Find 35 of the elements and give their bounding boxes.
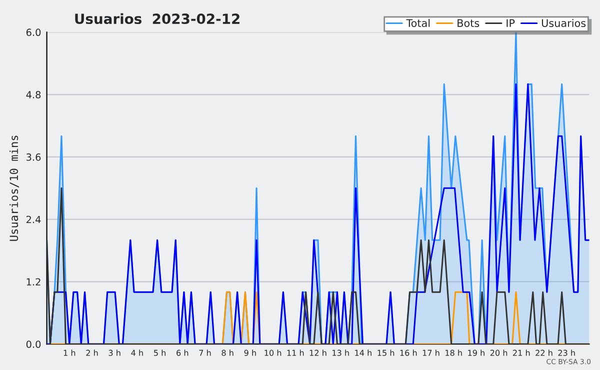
x-tick-label: 6 h [176, 350, 188, 356]
y-tick-label: 4.8 [26, 91, 41, 98]
legend-label: Total [406, 18, 430, 28]
x-tick-label: 19 h [468, 350, 484, 356]
x-tick-label: 3 h [108, 350, 120, 356]
x-tick-label: 17 h [422, 350, 440, 356]
y-tick-label: 3.6 [26, 153, 41, 161]
x-tick-label: 14 h [355, 350, 372, 356]
legend-label: IP [506, 19, 515, 27]
x-tick-label: 15 h [378, 350, 394, 356]
x-tick-label: 13 h [332, 350, 349, 356]
chart-title: Usuarios 2023-02-12 [75, 13, 240, 24]
x-tick-label: 18 h [446, 350, 462, 356]
x-tick-label: 12 h [310, 350, 326, 356]
y-tick-label: 6.0 [26, 28, 41, 36]
y-tick-label: 2.4 [26, 216, 41, 224]
x-tick-label: 16 h [400, 350, 417, 356]
x-tick-label: 1 h [64, 350, 76, 356]
x-tick-label: 7 h [199, 350, 211, 356]
x-tick-label: 20 h [490, 350, 508, 356]
x-tick-label: 4 h [131, 350, 143, 356]
x-tick-label: 23 h [558, 350, 575, 356]
y-axis-title: Usuarios/10 mins [9, 136, 19, 241]
x-tick-label: 8 h [222, 350, 234, 356]
x-tick-label: 21 h [513, 350, 530, 356]
x-tick-label: 11 h [287, 350, 304, 356]
y-tick-label: 0.0 [26, 340, 41, 348]
x-tick-label: 2 h [86, 350, 98, 356]
x-tick-label: 9 h [244, 350, 256, 356]
y-tick-label: 1.2 [26, 278, 40, 286]
x-tick-label: 10 h [264, 350, 282, 356]
x-tick-label: 5 h [154, 350, 166, 356]
legend-label: Bots [458, 19, 480, 28]
x-tick-label: 22 h [536, 350, 552, 356]
legend-label: Usuarios [542, 18, 586, 28]
